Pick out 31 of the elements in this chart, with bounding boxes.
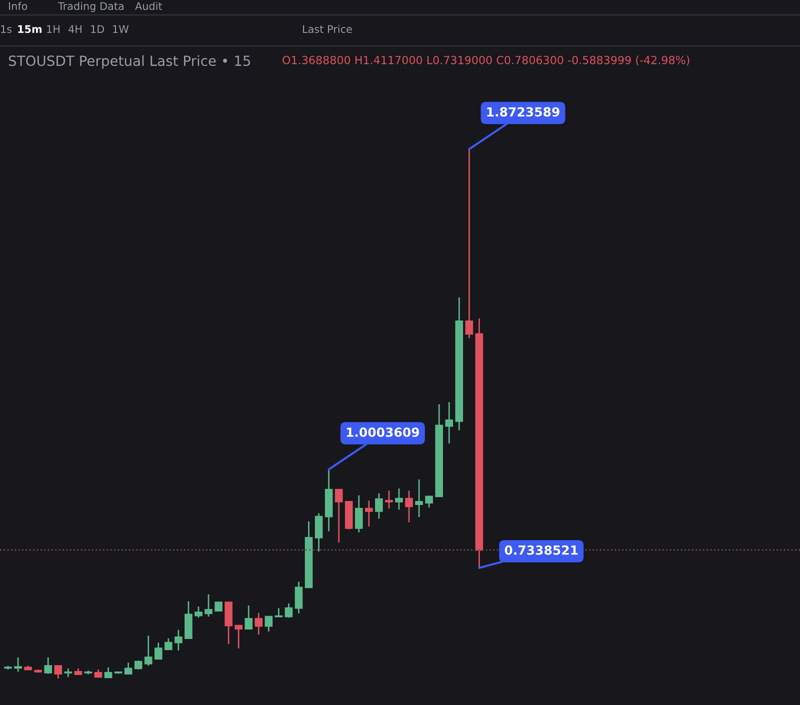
text: Trading Data bbox=[58, 2, 124, 12]
text: 1H bbox=[47, 25, 60, 33]
candlestick bbox=[64, 668, 72, 678]
text: 4H bbox=[68, 25, 82, 33]
text: 1.8723589 bbox=[487, 107, 560, 117]
candlestick bbox=[114, 670, 122, 674]
candlestick bbox=[174, 629, 182, 652]
text: Audit bbox=[135, 2, 162, 10]
annotation: 1.0003609 bbox=[346, 427, 420, 437]
candlestick bbox=[375, 492, 383, 520]
candlestick bbox=[274, 607, 283, 618]
candlestick bbox=[24, 665, 32, 670]
text: 15m bbox=[18, 25, 42, 34]
text: 1W bbox=[113, 25, 129, 33]
candlestick bbox=[184, 600, 192, 639]
text: 1D bbox=[91, 25, 104, 33]
candlestick bbox=[385, 490, 393, 510]
candlestick bbox=[194, 606, 202, 618]
text: O1.3688800 H1.4117000 L0.7319000 C0.7806300 -0.5883999 (-42.98%) bbox=[282, 56, 690, 66]
text: 1s bbox=[1, 25, 12, 34]
candlestick bbox=[415, 478, 423, 518]
candlestick bbox=[395, 488, 403, 510]
text: Info bbox=[9, 2, 28, 10]
candlestick bbox=[425, 496, 433, 508]
candlestick bbox=[84, 670, 92, 675]
candlestick bbox=[204, 594, 212, 618]
text: 0.7338521 bbox=[504, 545, 578, 555]
candlestick bbox=[34, 668, 42, 674]
text: Last Price bbox=[303, 24, 352, 34]
chart-title: STOUSDT Perpetual Last Price • 15 bbox=[8, 55, 250, 69]
candlestick bbox=[14, 656, 22, 672]
